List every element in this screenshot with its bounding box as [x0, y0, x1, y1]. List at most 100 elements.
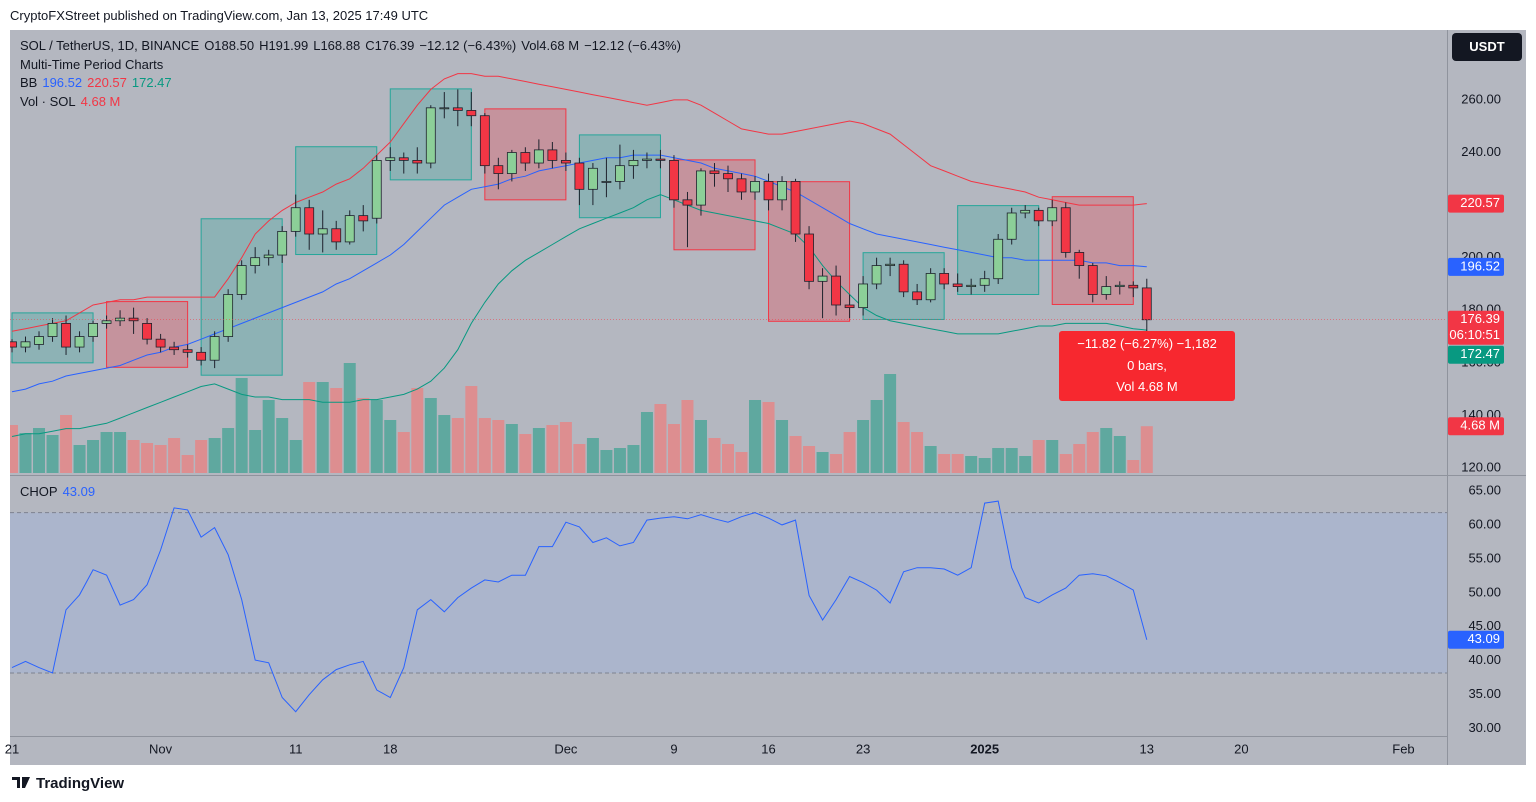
candle-body: [993, 238, 1004, 280]
volume-bar: [965, 456, 978, 473]
volume-bar: [843, 432, 856, 473]
candle-body: [642, 158, 652, 161]
candle-body: [10, 341, 17, 348]
candle-body: [358, 215, 369, 222]
volume-badge: [1448, 417, 1504, 436]
candle-body: [479, 115, 490, 167]
chop-line: [11, 500, 1148, 713]
volume-bar: [1073, 444, 1086, 473]
candle-body: [101, 320, 112, 324]
candle-body: [412, 160, 423, 164]
candle-body: [723, 173, 733, 180]
bb-upper-badge-text: 220.57: [1460, 195, 1500, 210]
volume-bar: [87, 440, 100, 473]
candle-body: [223, 294, 234, 337]
x-tick-label: 11: [289, 741, 303, 756]
y-tick-label: 65.00: [1468, 482, 1501, 497]
bb-value: 220.57: [87, 75, 127, 90]
candle-body: [155, 338, 166, 348]
currency-button[interactable]: USDT: [1452, 33, 1522, 61]
bb-upper-badge: [1448, 194, 1504, 213]
symbol-title: SOL / TetherUS, 1D, BINANCE: [20, 38, 200, 53]
candle-body: [939, 273, 950, 285]
volume-bar: [559, 422, 572, 473]
candle-body: [1114, 284, 1125, 287]
volume-bar: [154, 445, 167, 473]
price-badge-text: 176.39: [1460, 311, 1500, 326]
bb-lower-badge: [1448, 345, 1504, 364]
x-tick-label: 21: [5, 741, 19, 756]
x-tick-label: 9: [670, 741, 677, 756]
volume-bar: [532, 428, 545, 473]
x-tick-label: Nov: [149, 741, 173, 756]
volume-bar: [411, 388, 424, 473]
candle-body: [1020, 209, 1031, 214]
bb-value: 172.47: [131, 75, 172, 90]
candle-body: [736, 178, 747, 193]
volume-bar: [19, 433, 32, 473]
volume-bar: [478, 418, 491, 473]
volume-bar: [857, 420, 870, 473]
volume-bar: [114, 432, 127, 473]
candle-body: [831, 275, 841, 306]
volume-bar: [343, 363, 356, 473]
volume-bar: [1032, 440, 1045, 473]
bollinger-line: [11, 194, 1147, 437]
volume-bar: [60, 415, 73, 473]
volume-bar: [397, 432, 410, 473]
candle-body: [115, 317, 125, 322]
tooltip-line: Vol 4.68 M: [1116, 379, 1178, 394]
ohlc-item: L168.88: [313, 38, 361, 53]
price-badge-text: 06:10:51: [1449, 327, 1500, 342]
candle-body: [601, 181, 612, 183]
volume-bar: [357, 398, 370, 473]
ohlc-item: O188.50: [204, 38, 255, 53]
volume-bar: [1100, 428, 1113, 473]
candle-body: [47, 323, 58, 337]
volume-bar: [1019, 456, 1032, 473]
candle-body: [844, 304, 855, 309]
candle-body: [182, 349, 193, 353]
volume-bar: [951, 454, 964, 473]
ohlc-item: −12.12 (−6.43%): [419, 38, 517, 53]
candle-body: [777, 181, 787, 201]
volume-bar: [1059, 454, 1072, 473]
volume-bar: [816, 452, 829, 473]
axes: 120.00140.00160.00180.00200.00220.00240.…: [5, 91, 1504, 756]
volume-bar: [303, 382, 316, 473]
candle-body: [317, 228, 328, 235]
candle-body: [750, 181, 760, 193]
volume-bar: [465, 386, 478, 473]
candle-body: [452, 107, 463, 111]
candle-body: [885, 263, 896, 266]
candle-body: [250, 257, 261, 266]
volume-bar: [1086, 432, 1099, 473]
publisher: CryptoFXStreet published on TradingView.…: [10, 8, 429, 23]
volume-bar: [141, 443, 154, 473]
legend-main: SOL / TetherUS, 1D, BINANCE O188.50 H191.9…: [20, 37, 691, 111]
volume-bar: [749, 400, 762, 473]
chop-pane: [10, 500, 1447, 713]
vol-value: 4.68 M: [80, 93, 121, 109]
volume-bar: [803, 446, 816, 473]
candle-body: [34, 336, 44, 345]
legend-chop: CHOP 43.09: [20, 483, 100, 502]
bb-basis-badge-text: 196.52: [1460, 258, 1500, 273]
candle-body: [655, 158, 666, 161]
y-tick-label: 240.00: [1461, 144, 1501, 159]
volume-bar: [73, 445, 86, 473]
volume-bar: [289, 440, 302, 473]
candle-body: [1074, 252, 1085, 266]
volume-bar: [384, 420, 397, 473]
candle-body: [952, 283, 963, 287]
x-tick-label: Dec: [554, 741, 578, 756]
volume-badge-text: 4.68 M: [1460, 418, 1500, 433]
candle-body: [696, 170, 706, 206]
x-tick-label: 13: [1140, 741, 1154, 756]
bb-values: 196.52 220.57 172.47: [42, 75, 176, 90]
bb-basis-badge: [1448, 257, 1504, 276]
candle-body: [547, 149, 558, 161]
volume-bar: [100, 432, 113, 473]
y-tick-label: 35.00: [1468, 686, 1501, 701]
